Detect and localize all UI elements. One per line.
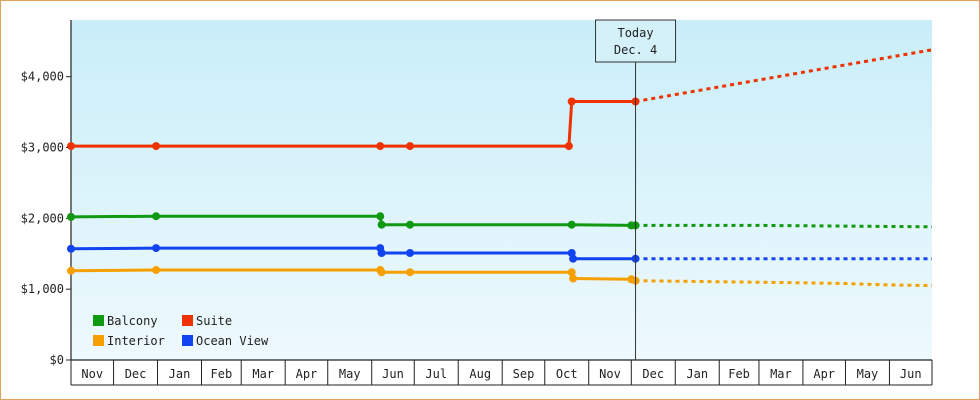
data-point bbox=[152, 142, 161, 151]
x-tick-label: Feb bbox=[728, 367, 750, 381]
x-tick-label: Mar bbox=[252, 367, 274, 381]
data-point bbox=[406, 220, 414, 229]
x-tick-label: Apr bbox=[813, 367, 835, 381]
x-tick-label: Jun bbox=[900, 367, 922, 381]
x-tick-label: Sep bbox=[513, 367, 535, 381]
data-point bbox=[406, 249, 414, 257]
legend-swatch bbox=[182, 315, 193, 326]
data-point bbox=[569, 254, 578, 263]
x-tick-label: Jan bbox=[169, 367, 191, 381]
today-marker: Today Dec. 4 bbox=[595, 19, 677, 360]
today-box bbox=[595, 19, 677, 63]
y-tick-label: $2,000 bbox=[21, 211, 64, 225]
y-tick-label: $1,000 bbox=[21, 282, 64, 296]
data-point bbox=[377, 220, 386, 229]
legend-swatch bbox=[182, 335, 193, 346]
data-point bbox=[564, 142, 573, 151]
data-point bbox=[567, 220, 576, 229]
x-tick-label: Apr bbox=[296, 367, 318, 381]
series-layer bbox=[67, 48, 933, 288]
data-point bbox=[67, 212, 75, 221]
data-point bbox=[406, 142, 414, 151]
data-point bbox=[152, 266, 161, 274]
x-tick-label: Nov bbox=[81, 367, 103, 381]
x-tick-label: May bbox=[857, 367, 879, 381]
series-balcony bbox=[67, 212, 933, 230]
legend-label: Balcony bbox=[107, 314, 158, 328]
legend-swatch bbox=[93, 335, 104, 346]
legend-label: Ocean View bbox=[196, 334, 269, 348]
x-tick-label: May bbox=[339, 367, 361, 381]
forecast-line bbox=[635, 48, 933, 103]
x-tick-label: Jan bbox=[686, 367, 708, 381]
data-point bbox=[376, 142, 385, 151]
x-tick-label: Jul bbox=[425, 367, 447, 381]
today-label: Today bbox=[617, 26, 653, 40]
legend-item-interior: Interior bbox=[93, 334, 165, 348]
y-tick-label: $4,000 bbox=[21, 70, 64, 84]
y-axis: $0 $1,000 $2,000 $3,000 $4,000 bbox=[21, 20, 72, 367]
data-point bbox=[406, 268, 414, 277]
plot-background bbox=[71, 20, 932, 360]
forecast-line bbox=[635, 279, 933, 288]
x-axis: Nov Dec Jan Feb Mar Apr May Jun Jul Aug Sep Oct Nov D… bbox=[70, 359, 933, 386]
x-tick-label: Mar bbox=[770, 367, 792, 381]
series-interior bbox=[67, 266, 933, 288]
data-point bbox=[569, 274, 578, 283]
legend-item-balcony: Balcony bbox=[93, 314, 158, 328]
today-date-label: Dec. 4 bbox=[614, 43, 657, 57]
data-point bbox=[377, 249, 386, 257]
legend-label: Suite bbox=[196, 314, 232, 328]
x-tick-label: Aug bbox=[469, 367, 491, 381]
data-point bbox=[152, 212, 161, 221]
legend-item-ocean-view: Ocean View bbox=[182, 334, 269, 348]
data-point bbox=[376, 212, 385, 221]
y-tick-label: $3,000 bbox=[21, 141, 64, 155]
plot-area bbox=[71, 20, 932, 360]
series-suite bbox=[67, 48, 933, 151]
legend: Balcony Suite Interior Ocean View bbox=[93, 314, 269, 348]
data-point bbox=[67, 244, 75, 253]
data-point bbox=[67, 142, 75, 151]
data-point bbox=[377, 268, 386, 277]
series-line bbox=[70, 214, 636, 227]
data-point bbox=[152, 244, 161, 253]
legend-label: Interior bbox=[107, 334, 165, 348]
x-tick-label: Dec bbox=[642, 367, 664, 381]
x-tick-label: Nov bbox=[599, 367, 621, 381]
data-point bbox=[567, 268, 576, 277]
legend-item-suite: Suite bbox=[182, 314, 232, 328]
data-point bbox=[567, 97, 576, 106]
y-tick-label: $0 bbox=[50, 353, 64, 367]
x-tick-label: Jun bbox=[382, 367, 404, 381]
series-ocean-view bbox=[67, 244, 932, 263]
data-point bbox=[67, 266, 75, 275]
x-tick-label: Oct bbox=[556, 367, 578, 381]
x-tick-label: Feb bbox=[211, 367, 233, 381]
legend-swatch bbox=[93, 315, 104, 326]
x-tick-label: Dec bbox=[125, 367, 147, 381]
forecast-line bbox=[635, 223, 933, 229]
